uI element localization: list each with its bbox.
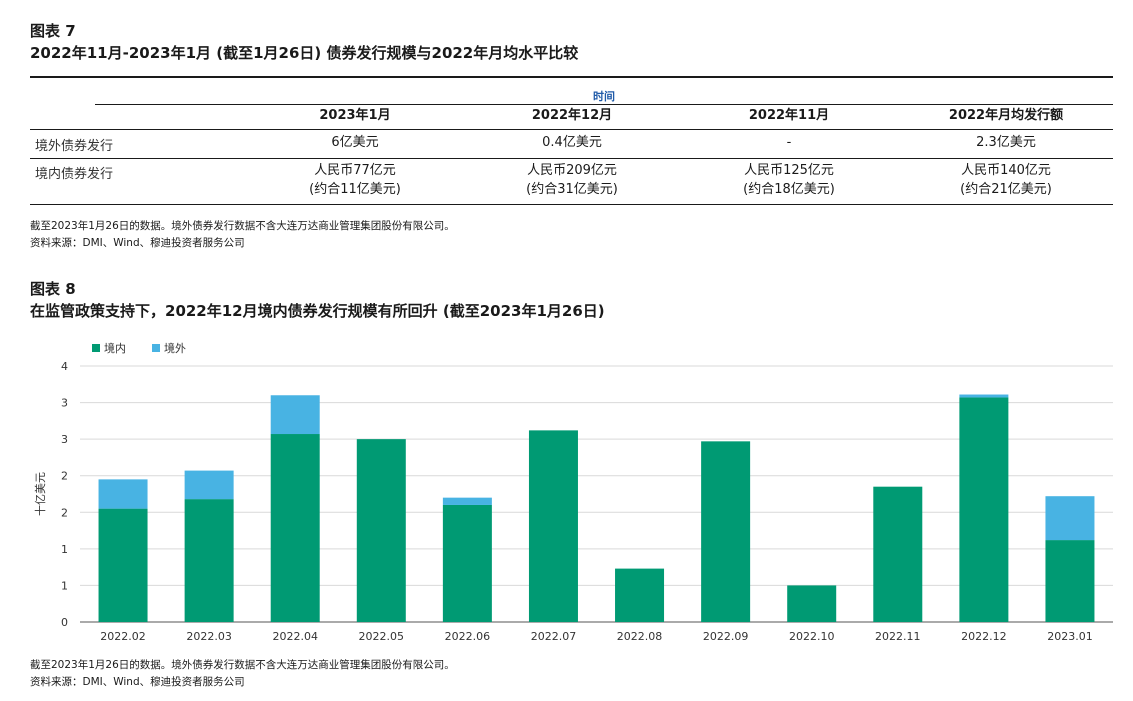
- fig8-source: 资料来源：DMI、Wind、穆迪投资者服务公司: [30, 676, 245, 688]
- bar-domestic: [356, 439, 406, 622]
- bar-offshore: [1045, 496, 1095, 541]
- table-cell: (约合21亿美元): [960, 182, 1052, 197]
- x-tick-label: 2022.09: [703, 630, 749, 643]
- bar-domestic: [701, 441, 751, 622]
- y-tick-label: 3: [61, 397, 68, 410]
- x-tick-label: 2022.06: [445, 630, 491, 643]
- table-bottom-rule: [30, 204, 1113, 205]
- table-column-header: 2022年12月: [531, 108, 613, 123]
- bar-domestic: [98, 508, 148, 622]
- x-tick-label: 2022.11: [875, 630, 921, 643]
- x-tick-label: 2023.01: [1047, 630, 1093, 643]
- legend-swatch: [92, 344, 100, 352]
- table-cell: 人民币209亿元: [527, 163, 617, 178]
- table-row-divider: [30, 158, 1113, 159]
- table-cell: -: [786, 135, 792, 150]
- bar-domestic: [528, 430, 578, 622]
- table-column-header: 2022年11月: [748, 108, 830, 123]
- bar-offshore: [184, 470, 234, 500]
- bar-domestic: [959, 397, 1009, 622]
- y-tick-label: 1: [61, 579, 68, 592]
- fig7-note: 截至2023年1月26日的数据。境外债券发行数据不含大连万达商业管理集团股份有限…: [30, 220, 455, 232]
- fig7-source: 资料来源：DMI、Wind、穆迪投资者服务公司: [30, 237, 245, 249]
- x-tick-label: 2022.08: [617, 630, 663, 643]
- table-cell: (约合18亿美元): [743, 182, 835, 197]
- x-tick-label: 2022.05: [359, 630, 405, 643]
- table-cell: 人民币77亿元: [314, 163, 396, 178]
- table-cell: (约合31亿美元): [526, 182, 618, 197]
- bar-offshore: [270, 395, 320, 435]
- legend-label: 境外: [164, 341, 186, 355]
- table-row-label: 境外债券发行: [35, 139, 114, 154]
- x-tick-label: 2022.10: [789, 630, 835, 643]
- fig7-title: 2022年11月-2023年1月 (截至1月26日) 债券发行规模与2022年月…: [30, 44, 579, 62]
- bar-offshore: [98, 479, 148, 509]
- table-cell: 0.4亿美元: [542, 135, 602, 150]
- fig8-label: 图表 8: [30, 280, 76, 298]
- fig8-note: 截至2023年1月26日的数据。境外债券发行数据不含大连万达商业管理集团股份有限…: [30, 659, 455, 671]
- y-tick-label: 0: [61, 616, 68, 629]
- bar-domestic: [1045, 540, 1095, 622]
- fig8-title: 在监管政策支持下，2022年12月境内债券发行规模有所回升 (截至2023年1月…: [30, 302, 605, 320]
- x-tick-label: 2022.03: [186, 630, 232, 643]
- y-tick-label: 1: [61, 543, 68, 556]
- fig7-label: 图表 7: [30, 22, 76, 40]
- table-time-header: 时间: [593, 90, 615, 103]
- bar-domestic: [787, 585, 837, 622]
- table-column-header: 2022年月均发行额: [948, 108, 1064, 123]
- table-cell: (约合11亿美元): [309, 182, 401, 197]
- table-cell: 2.3亿美元: [976, 135, 1036, 150]
- table-top-rule: [30, 76, 1113, 78]
- bar-offshore: [959, 394, 1009, 398]
- y-tick-label: 4: [61, 360, 68, 373]
- legend-swatch: [152, 344, 160, 352]
- bar-domestic: [270, 434, 320, 622]
- x-tick-label: 2022.04: [272, 630, 318, 643]
- bar-chart: 0 1 1 2 2 3 3 4 十亿美元 2022.02 2022.03 2022.04 2022.05…: [33, 341, 1113, 643]
- bar-domestic: [615, 568, 665, 622]
- y-tick-label: 2: [61, 506, 68, 519]
- legend-label: 境内: [104, 341, 126, 355]
- table-row-label: 境内债券发行: [35, 167, 114, 182]
- table-header-rule: [95, 104, 1113, 105]
- table-column-header: 2023年1月: [319, 108, 391, 123]
- table-header-bottom-rule: [30, 129, 1113, 130]
- table-cell: 人民币125亿元: [744, 163, 834, 178]
- bar-domestic: [873, 486, 923, 622]
- x-tick-label: 2022.02: [100, 630, 146, 643]
- bar-domestic: [442, 504, 492, 622]
- bar-offshore: [442, 497, 492, 505]
- y-tick-label: 2: [61, 470, 68, 483]
- y-tick-label: 3: [61, 433, 68, 446]
- y-axis-label: 十亿美元: [33, 472, 47, 516]
- bar-domestic: [184, 499, 234, 622]
- table-cell: 人民币140亿元: [961, 163, 1051, 178]
- table-cell: 6亿美元: [331, 135, 379, 150]
- x-tick-label: 2022.12: [961, 630, 1007, 643]
- x-tick-label: 2022.07: [531, 630, 577, 643]
